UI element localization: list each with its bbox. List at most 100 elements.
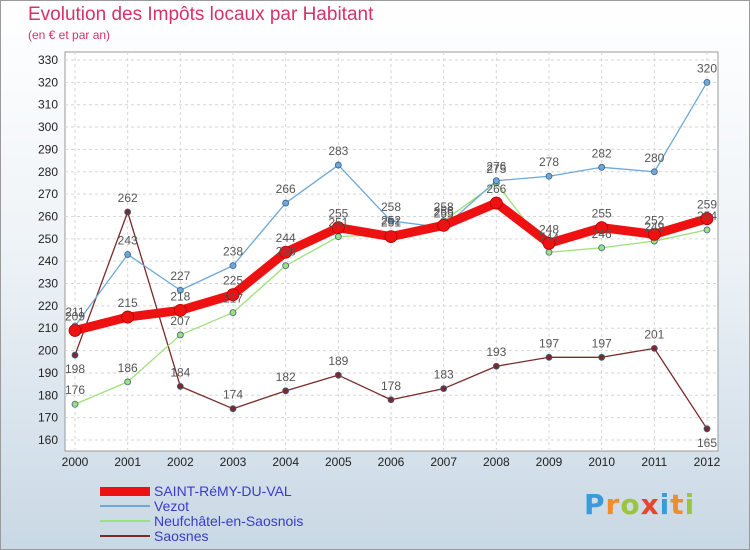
data-label: 165 xyxy=(697,436,717,450)
series-point-1 xyxy=(331,221,345,235)
series-point-1 xyxy=(489,196,503,210)
series-point-3 xyxy=(334,233,342,240)
x-tick-label: 2009 xyxy=(536,455,563,469)
legend-swatch-2 xyxy=(100,505,150,507)
data-label: 207 xyxy=(170,314,190,328)
data-label: 198 xyxy=(65,362,85,376)
data-label: 243 xyxy=(118,233,138,247)
series-point-4 xyxy=(124,208,132,216)
data-label: 255 xyxy=(592,207,612,221)
data-label: 227 xyxy=(170,269,190,283)
series-point-3 xyxy=(71,400,79,408)
series-point-3 xyxy=(229,309,237,316)
data-label: 244 xyxy=(276,231,296,245)
data-label: 246 xyxy=(592,227,612,241)
data-label: 266 xyxy=(486,182,506,196)
y-tick-label: 240 xyxy=(38,254,58,268)
x-axis: 2000 2001 2002 2003 2004 2005 2006 2007 2008 2009… xyxy=(62,455,721,469)
series-point-3 xyxy=(703,226,711,234)
x-tick-label: 2008 xyxy=(483,455,510,469)
data-label: 255 xyxy=(434,207,454,221)
data-label: 320 xyxy=(697,61,717,75)
y-tick-label: 260 xyxy=(38,209,58,223)
y-tick-label: 210 xyxy=(38,321,58,335)
y-tick-label: 160 xyxy=(38,433,58,447)
y-tick-label: 180 xyxy=(38,388,58,402)
data-label: 209 xyxy=(65,309,85,323)
y-tick-label: 170 xyxy=(38,411,58,425)
series-point-2 xyxy=(229,262,237,270)
data-label: 278 xyxy=(539,155,559,169)
data-label: 183 xyxy=(434,368,454,382)
legend-label-2: Vezot xyxy=(154,498,190,514)
data-label: 258 xyxy=(434,200,454,214)
logo-letter: x xyxy=(640,488,660,521)
series-point-1 xyxy=(68,324,82,337)
data-label: 249 xyxy=(644,220,664,234)
data-label: 217 xyxy=(223,292,243,306)
logo-letter: i xyxy=(659,488,671,521)
x-tick-label: 2012 xyxy=(694,455,721,469)
series-point-2 xyxy=(334,161,342,169)
x-tick-label: 2000 xyxy=(62,455,89,469)
series-points xyxy=(68,78,714,433)
series-point-4 xyxy=(703,425,711,433)
legend-swatch-4 xyxy=(100,535,150,537)
data-label: 238 xyxy=(223,245,243,259)
data-label: 283 xyxy=(328,144,348,158)
series-point-3 xyxy=(598,244,606,252)
series-point-1 xyxy=(279,245,293,259)
logo-letter: r xyxy=(605,488,621,521)
legend-label-1: SAINT-RéMY-DU-VAL xyxy=(154,483,292,499)
series-point-2 xyxy=(703,78,711,86)
x-tick-label: 2001 xyxy=(114,455,141,469)
series-point-3 xyxy=(124,378,132,386)
data-label: 259 xyxy=(697,198,717,212)
series-point-2 xyxy=(650,168,658,176)
x-tick-label: 2007 xyxy=(430,455,457,469)
y-tick-label: 310 xyxy=(38,98,58,112)
data-label: 275 xyxy=(486,162,506,176)
data-label: 189 xyxy=(328,354,348,368)
series-point-4 xyxy=(282,387,290,395)
data-label: 262 xyxy=(118,191,138,205)
series-point-4 xyxy=(387,396,395,404)
x-tick-label: 2003 xyxy=(220,455,247,469)
data-label: 211 xyxy=(65,305,84,319)
data-label: 238 xyxy=(276,245,296,259)
logo-letter: o xyxy=(620,488,641,521)
series-point-4 xyxy=(71,351,79,359)
data-label: 251 xyxy=(381,216,401,230)
series-point-2 xyxy=(492,177,500,185)
y-tick-label: 200 xyxy=(38,344,58,358)
series-point-2 xyxy=(387,217,395,225)
logo-letter: i xyxy=(684,488,696,521)
x-tick-label: 2004 xyxy=(272,455,299,469)
data-label: 197 xyxy=(592,336,612,350)
series-point-4 xyxy=(598,353,606,361)
series-point-2 xyxy=(176,286,184,294)
data-label: 258 xyxy=(381,200,401,214)
data-label: 174 xyxy=(223,388,243,402)
grid-lines xyxy=(65,52,718,451)
y-tick-label: 290 xyxy=(38,142,58,156)
data-label: 252 xyxy=(644,213,664,227)
data-label: 276 xyxy=(486,160,506,174)
series-point-4 xyxy=(229,405,237,413)
series-point-4 xyxy=(440,385,448,392)
series-point-1 xyxy=(595,221,609,235)
series-point-2 xyxy=(282,199,290,207)
data-label: 282 xyxy=(592,146,612,160)
data-label: 218 xyxy=(170,289,190,303)
y-tick-label: 220 xyxy=(38,299,58,313)
chart-subtitle: (en € et par an) xyxy=(28,28,111,42)
data-label: 182 xyxy=(276,370,296,384)
series-point-3 xyxy=(282,262,290,270)
y-tick-label: 320 xyxy=(38,75,58,89)
data-label: 184 xyxy=(170,365,190,379)
series-point-1 xyxy=(700,212,714,226)
series-point-1 xyxy=(121,310,135,324)
x-tick-label: 2005 xyxy=(325,455,352,469)
